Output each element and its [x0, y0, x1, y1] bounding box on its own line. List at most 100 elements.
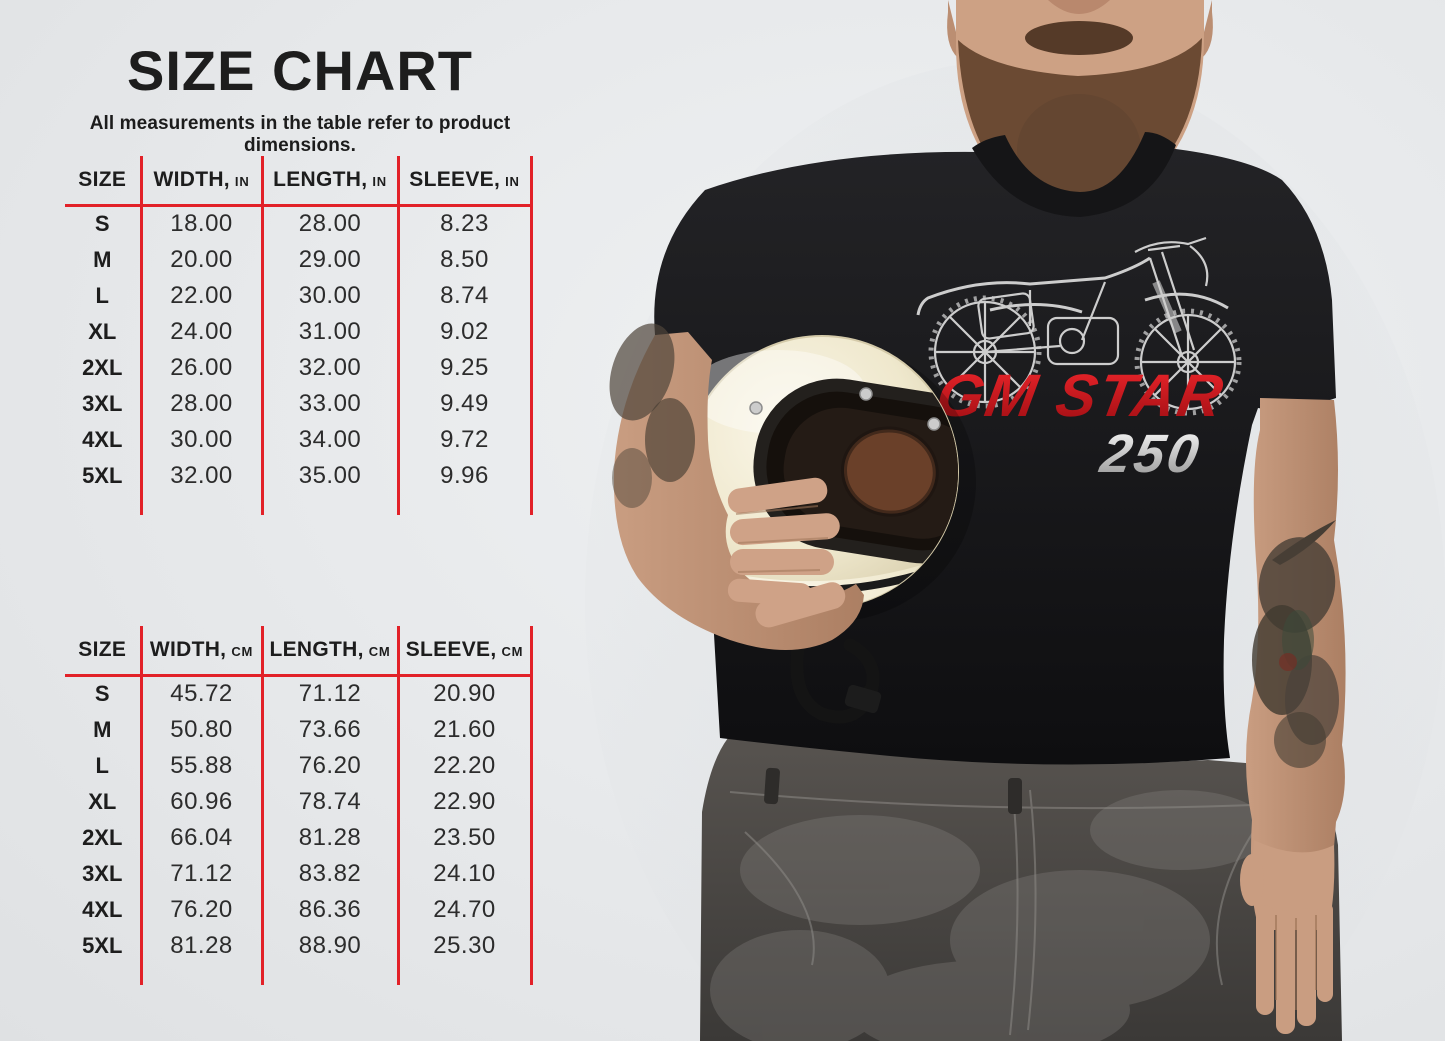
table-row: 2XL 66.04 81.28 23.50	[65, 819, 533, 856]
value-cell: 88.90	[260, 927, 398, 964]
motorcycle-icon	[916, 236, 1242, 416]
value-cell: 55.88	[139, 747, 262, 784]
value-cell: 50.80	[139, 711, 262, 748]
jeans	[700, 738, 1342, 1041]
tshirt-collar	[972, 132, 1176, 217]
value-cell: 26.00	[139, 349, 262, 386]
helmet	[684, 335, 976, 724]
value-cell: 76.20	[139, 891, 262, 928]
value-cell: 8.50	[396, 241, 533, 278]
size-cell: 2XL	[82, 824, 123, 850]
value-cell: 66.04	[139, 819, 262, 856]
col-header-length: LENGTH, IN	[260, 156, 398, 207]
value-cell: 30.00	[139, 421, 262, 458]
col-header-size: SIZE	[65, 156, 141, 207]
table-row: 5XL 32.00 35.00 9.96	[65, 457, 533, 494]
table-row: 3XL 28.00 33.00 9.49	[65, 385, 533, 422]
value-cell: 23.50	[396, 819, 533, 856]
size-cell: L	[95, 752, 109, 778]
value-cell: 71.12	[260, 675, 398, 712]
value-cell: 31.00	[260, 313, 398, 350]
size-cell: 5XL	[82, 932, 123, 958]
size-table-inches: SIZE WIDTH, IN LENGTH, IN SLEEVE, IN S 18.00…	[65, 156, 533, 515]
value-cell: 33.00	[260, 385, 398, 422]
value-cell: 24.10	[396, 855, 533, 892]
table-header-row: SIZE WIDTH, CM LENGTH, CM SLEEVE, CM	[65, 626, 533, 677]
product-photo: GM STAR 250	[585, 0, 1445, 1041]
value-cell: 25.30	[396, 927, 533, 964]
size-cell: 4XL	[82, 426, 123, 452]
size-cell: 2XL	[82, 354, 123, 380]
value-cell: 83.82	[260, 855, 398, 892]
col-header-sleeve: SLEEVE, IN	[396, 156, 533, 207]
helmet-rivets	[749, 387, 941, 431]
table-row: L 55.88 76.20 22.20	[65, 747, 533, 784]
size-cell: S	[94, 211, 110, 237]
value-cell: 21.60	[396, 711, 533, 748]
left-hand-fingers	[727, 477, 846, 628]
size-cell: M	[93, 246, 112, 272]
value-cell: 60.96	[139, 783, 262, 820]
left-arm	[609, 323, 864, 650]
table-spacer-row	[65, 493, 533, 515]
table-row: XL 24.00 31.00 9.02	[65, 313, 533, 350]
page-subtitle: All measurements in the table refer to p…	[89, 112, 511, 156]
col-header-sleeve: SLEEVE, CM	[396, 626, 533, 677]
size-cell: S	[94, 681, 110, 707]
right-hand	[1240, 840, 1335, 1034]
value-cell: 28.00	[139, 385, 262, 422]
value-cell: 22.90	[396, 783, 533, 820]
size-cell: 3XL	[82, 860, 123, 886]
value-cell: 24.00	[139, 313, 262, 350]
size-cell: 4XL	[82, 896, 123, 922]
page-title: SIZE CHART	[127, 39, 473, 102]
chart-header: SIZE CHART All measurements in the table…	[35, 39, 565, 157]
value-cell: 34.00	[260, 421, 398, 458]
table-row: XL 60.96 78.74 22.90	[65, 783, 533, 820]
value-cell: 20.90	[396, 675, 533, 712]
col-header-width: WIDTH, CM	[139, 626, 262, 677]
value-cell: 9.96	[396, 457, 533, 494]
table-row: 4XL 76.20 86.36 24.70	[65, 891, 533, 928]
size-cell: 3XL	[82, 390, 123, 416]
table-row: L 22.00 30.00 8.74	[65, 277, 533, 314]
value-cell: 81.28	[139, 927, 262, 964]
value-cell: 28.00	[260, 205, 398, 242]
value-cell: 20.00	[139, 241, 262, 278]
table-row: S 18.00 28.00 8.23	[65, 205, 533, 242]
table-row: M 20.00 29.00 8.50	[65, 241, 533, 278]
tshirt-brand-text: GM STAR	[932, 361, 1230, 428]
col-header-length: LENGTH, CM	[260, 626, 398, 677]
value-cell: 9.25	[396, 349, 533, 386]
table-row: M 50.80 73.66 21.60	[65, 711, 533, 748]
value-cell: 76.20	[260, 747, 398, 784]
table-row: S 45.72 71.12 20.90	[65, 675, 533, 712]
size-cell: XL	[88, 318, 117, 344]
size-cell: 5XL	[82, 462, 123, 488]
value-cell: 24.70	[396, 891, 533, 928]
value-cell: 8.74	[396, 277, 533, 314]
table-spacer-row	[65, 963, 533, 985]
value-cell: 78.74	[260, 783, 398, 820]
value-cell: 35.00	[260, 457, 398, 494]
value-cell: 22.20	[396, 747, 533, 784]
value-cell: 9.49	[396, 385, 533, 422]
table-row: 4XL 30.00 34.00 9.72	[65, 421, 533, 458]
right-arm	[1240, 398, 1346, 1034]
forearm-tattoo	[1252, 520, 1339, 768]
size-cell: L	[95, 282, 109, 308]
table-row: 2XL 26.00 32.00 9.25	[65, 349, 533, 386]
value-cell: 30.00	[260, 277, 398, 314]
value-cell: 71.12	[139, 855, 262, 892]
value-cell: 9.72	[396, 421, 533, 458]
table-row: 5XL 81.28 88.90 25.30	[65, 927, 533, 964]
size-cell: XL	[88, 788, 117, 814]
value-cell: 29.00	[260, 241, 398, 278]
value-cell: 86.36	[260, 891, 398, 928]
tshirt-model-text: 250	[1095, 423, 1206, 484]
value-cell: 73.66	[260, 711, 398, 748]
col-header-width: WIDTH, IN	[139, 156, 262, 207]
table-row: 3XL 71.12 83.82 24.10	[65, 855, 533, 892]
value-cell: 8.23	[396, 205, 533, 242]
value-cell: 45.72	[139, 675, 262, 712]
